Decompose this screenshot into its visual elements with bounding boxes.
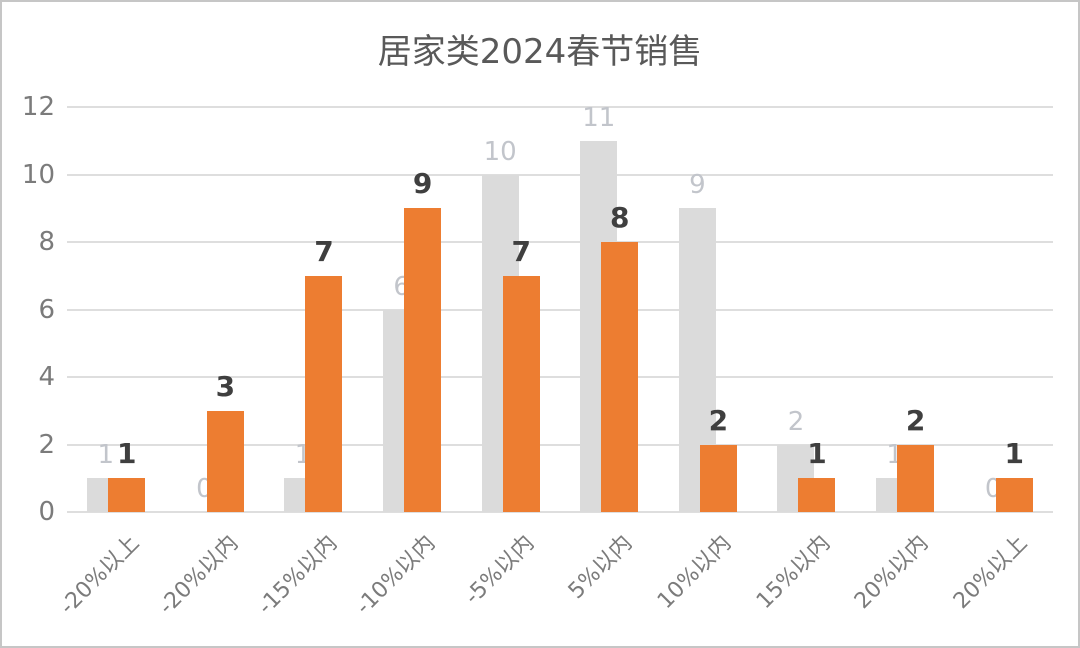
chart-title: 居家类2024春节销售 — [377, 32, 703, 72]
plot-area: 0 2 4 6 8 10 12 -20%以上 1 1 -20%以内 0 3 -15%以内 1 7 -10%以内 6… — [22, 94, 1053, 620]
value-label-gray-series: 2 — [787, 406, 805, 437]
value-label-gray-series: 1 — [97, 440, 115, 471]
value-label-gray-series: 10 — [483, 136, 517, 167]
value-label-orange-series: 8 — [610, 201, 630, 234]
bar-orange-series — [206, 410, 244, 512]
bar-orange-series — [108, 478, 146, 512]
gridline — [67, 241, 1053, 243]
bar-orange-series — [404, 208, 442, 512]
value-label-orange-series: 2 — [905, 403, 926, 437]
value-label-orange-series: 7 — [314, 234, 334, 268]
y-axis-tick-label: 6 — [38, 294, 55, 325]
bar-orange-series — [699, 444, 737, 512]
bar-orange-series — [798, 478, 836, 512]
y-axis-tick-label: 12 — [21, 92, 55, 122]
bar-orange-series — [502, 275, 540, 512]
gridline — [67, 173, 1053, 176]
value-label-orange-series: 7 — [511, 234, 531, 268]
y-axis-tick-label: 10 — [21, 159, 55, 190]
gridline — [67, 443, 1053, 446]
value-label-gray-series: 11 — [582, 102, 616, 133]
x-axis-category-label: -20%以上 — [55, 530, 145, 620]
gridline — [67, 376, 1053, 378]
y-axis-tick-label: 2 — [38, 429, 55, 460]
bar-orange-series — [995, 478, 1033, 512]
value-label-orange-series: 1 — [117, 437, 137, 471]
y-axis-tick-label: 4 — [38, 362, 55, 392]
y-axis-tick-label: 0 — [38, 497, 55, 527]
value-label-gray-series: 9 — [689, 170, 706, 201]
gridline — [67, 106, 1053, 108]
category-group: 10 7 — [461, 107, 560, 512]
bar-orange-series — [305, 275, 343, 512]
category-group: 11 8 — [560, 102, 659, 512]
bar-orange-series — [897, 444, 935, 512]
y-axis-tick-label: 8 — [38, 227, 55, 257]
value-label-orange-series: 1 — [807, 437, 827, 471]
value-label-orange-series: 9 — [412, 167, 433, 201]
value-label-orange-series: 1 — [1004, 437, 1024, 471]
value-label-orange-series: 3 — [215, 369, 236, 403]
value-label-orange-series: 2 — [708, 403, 729, 437]
bar-orange-series — [601, 242, 639, 512]
gridline — [67, 308, 1053, 311]
gridline — [67, 511, 1053, 513]
